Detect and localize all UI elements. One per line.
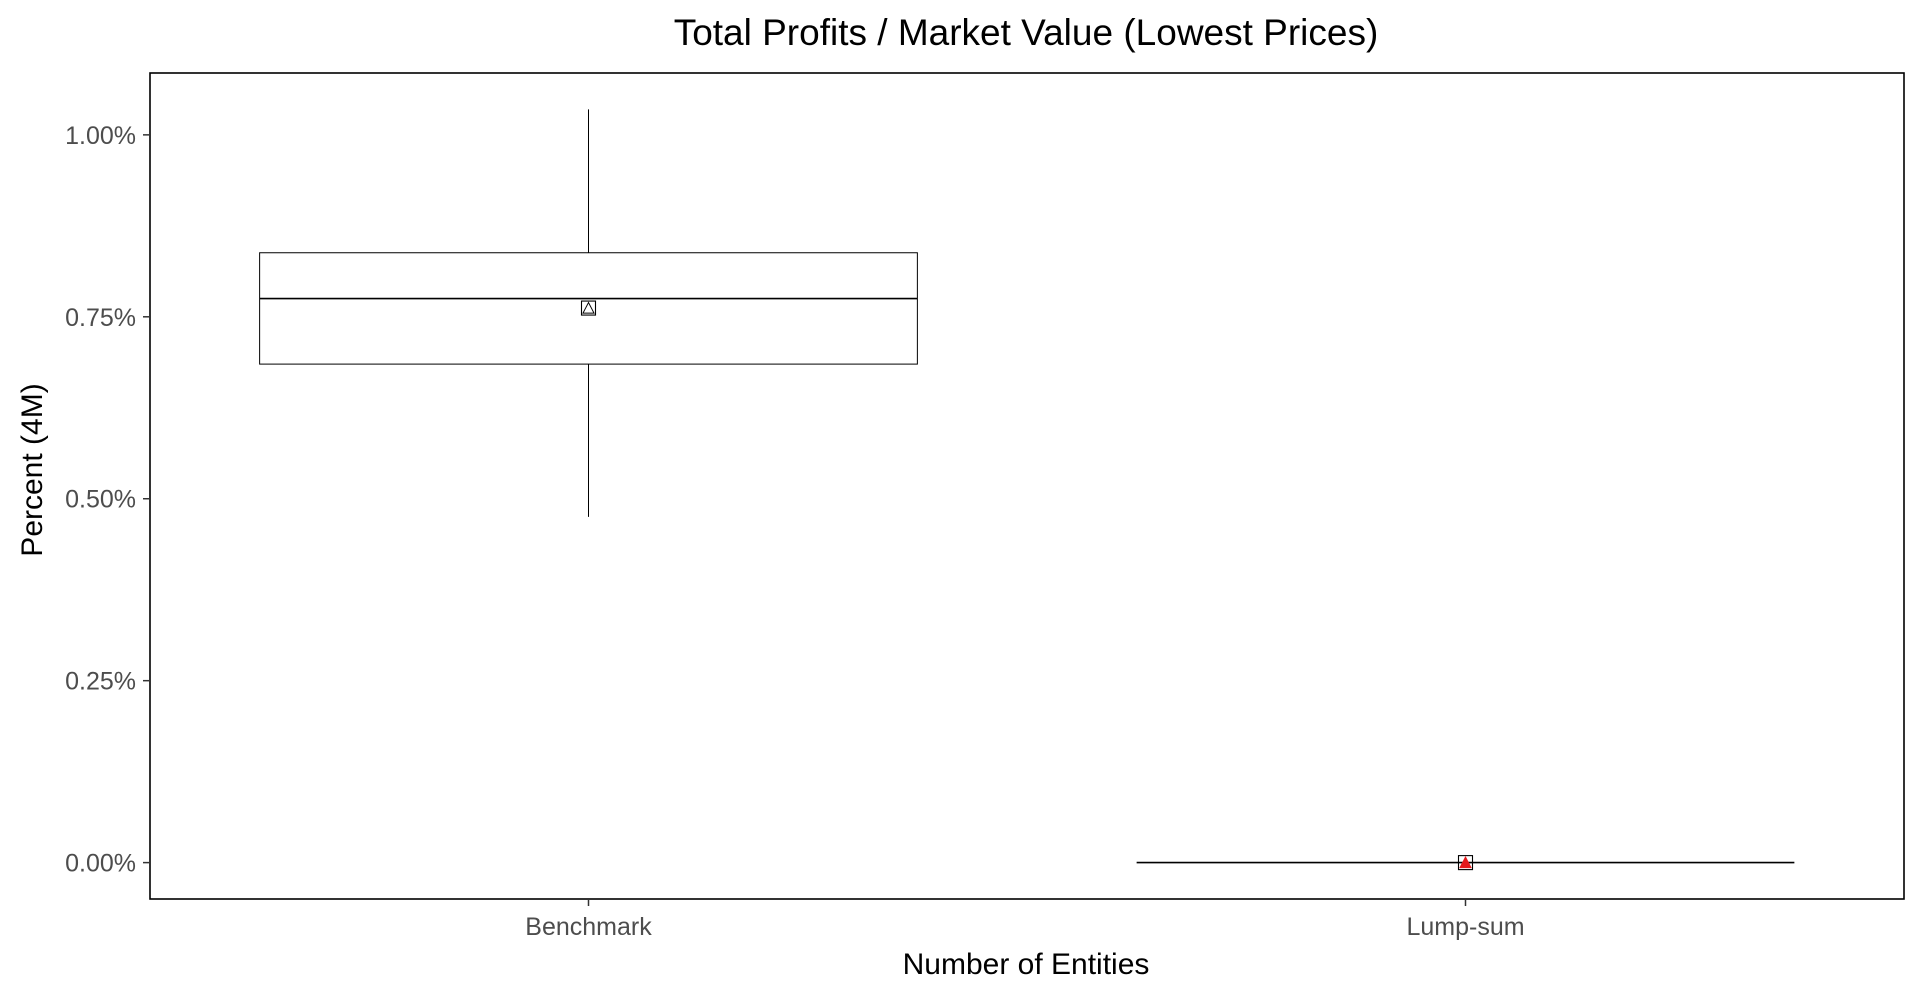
box-benchmark (259, 252, 918, 365)
mean-marker-triangle-lump-sum (1459, 856, 1472, 869)
y-axis-title: Percent (4M) (16, 383, 49, 556)
mean-marker-square-lump-sum (1457, 855, 1474, 871)
plot-panel-border (149, 72, 1905, 900)
y-tick-label: 1.00% (65, 122, 136, 150)
y-tick-label: 0.50% (65, 486, 136, 514)
x-axis-title: Number of Entities (903, 948, 1150, 981)
chart-title: Total Profits / Market Value (Lowest Pri… (674, 12, 1379, 53)
y-tick-label: 0.25% (65, 668, 136, 696)
x-tick-label: Lump-sum (1406, 913, 1524, 941)
y-tick-label: 0.75% (65, 304, 136, 332)
x-tick-label: Benchmark (525, 913, 652, 941)
y-tick-label: 0.00% (65, 850, 136, 878)
mean-marker-triangle-benchmark (582, 301, 595, 314)
plot-layer: 0.00% 0.25% 0.50% 0.75% 1.00% Benchmark Lump-s… (65, 72, 1905, 941)
mean-marker-square-benchmark (580, 300, 597, 316)
